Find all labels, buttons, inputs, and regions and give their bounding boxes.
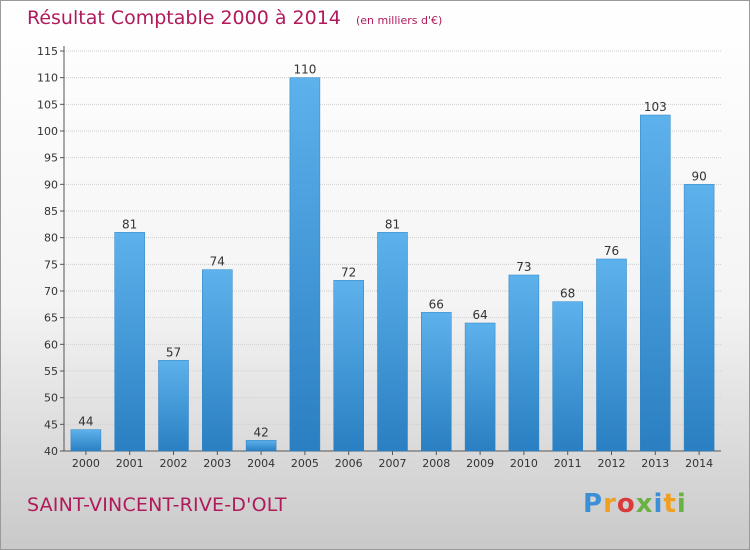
- x-tick-label: 2000: [72, 457, 100, 470]
- y-tick-label: 115: [37, 45, 58, 58]
- y-tick-label: 80: [44, 232, 58, 245]
- bar-2010[interactable]: [508, 274, 540, 452]
- logo-letter: o: [616, 489, 636, 519]
- chart-subtitle: (en milliers d'€): [355, 14, 443, 27]
- y-tick-label: 95: [44, 152, 58, 165]
- bar-value-label: 110: [293, 63, 316, 77]
- logo-letter: x: [635, 489, 654, 519]
- bar-2009[interactable]: [464, 322, 496, 452]
- bar-value-label: 57: [166, 345, 181, 359]
- bar-value-label: 90: [691, 169, 706, 183]
- bar-value-label: 74: [210, 255, 225, 269]
- bars: [70, 77, 715, 452]
- bar-2002[interactable]: [158, 360, 189, 452]
- commune-name: SAINT-VINCENT-RIVE-D'OLT: [27, 494, 287, 516]
- bar-2001[interactable]: [114, 232, 145, 452]
- chart-title: Résultat Comptable 2000 à 2014: [27, 7, 341, 29]
- logo-letter: P: [583, 489, 604, 519]
- y-tick-label: 90: [44, 178, 58, 191]
- y-tick-label: 45: [44, 418, 58, 431]
- bar-2014[interactable]: [683, 184, 715, 452]
- bar-2013[interactable]: [640, 114, 671, 452]
- y-tick-label: 70: [44, 285, 58, 298]
- x-tick-label: 2001: [116, 457, 144, 470]
- x-tick-label: 2012: [598, 457, 626, 470]
- x-tick-label: 2009: [466, 457, 494, 470]
- bar-value-label: 44: [78, 415, 93, 429]
- y-tick-label: 110: [37, 72, 58, 85]
- x-tick-label: 2007: [379, 457, 407, 470]
- bar-2008[interactable]: [421, 312, 452, 452]
- bar-value-label: 64: [472, 308, 487, 322]
- x-tick-label: 2013: [641, 457, 669, 470]
- x-tick-label: 2005: [291, 457, 319, 470]
- logo-letter: t: [663, 489, 677, 519]
- x-tick-label: 2003: [203, 457, 231, 470]
- bar-2003[interactable]: [202, 269, 233, 452]
- x-tick-label: 2002: [160, 457, 188, 470]
- y-tick-label: 105: [37, 98, 58, 111]
- bar-value-label: 81: [385, 217, 400, 231]
- x-tick-label: 2008: [422, 457, 450, 470]
- labels: 40 45 50 55 60 65 70 75 80 85 90 95 100 105 110 115 44 20…: [37, 45, 713, 470]
- y-tick-label: 50: [44, 392, 58, 405]
- bar-value-label: 76: [604, 244, 619, 258]
- x-tick-label: 2010: [510, 457, 538, 470]
- y-tick-label: 100: [37, 125, 58, 138]
- logo-letter: i: [653, 489, 664, 519]
- y-tick-label: 85: [44, 205, 58, 218]
- y-tick-label: 65: [44, 312, 58, 325]
- y-tick-label: 60: [44, 338, 58, 351]
- bar-2005[interactable]: [289, 77, 321, 452]
- x-tick-label: 2004: [247, 457, 275, 470]
- bar-2000[interactable]: [70, 429, 102, 452]
- bar-value-label: 66: [429, 297, 444, 311]
- proxiti-logo[interactable]: Proxiti: [583, 489, 687, 519]
- bar-2006[interactable]: [333, 280, 364, 452]
- bar-value-label: 42: [253, 425, 268, 439]
- bar-2011[interactable]: [552, 301, 583, 452]
- bar-value-label: 103: [644, 100, 667, 114]
- y-tick-label: 55: [44, 365, 58, 378]
- bar-value-label: 72: [341, 265, 356, 279]
- bar-2012[interactable]: [596, 258, 627, 452]
- x-tick-label: 2006: [335, 457, 363, 470]
- bar-2004[interactable]: [245, 440, 277, 452]
- bar-value-label: 81: [122, 217, 137, 231]
- y-tick-label: 40: [44, 445, 58, 458]
- bar-value-label: 73: [516, 260, 531, 274]
- logo-letter: i: [676, 489, 687, 519]
- y-tick-label: 75: [44, 258, 58, 271]
- logo-letter: r: [603, 489, 617, 519]
- x-tick-label: 2011: [554, 457, 582, 470]
- x-tick-label: 2014: [685, 457, 713, 470]
- bar-2007[interactable]: [377, 232, 408, 452]
- title-row: Résultat Comptable 2000 à 2014 (en milli…: [27, 7, 442, 29]
- bar-value-label: 68: [560, 287, 575, 301]
